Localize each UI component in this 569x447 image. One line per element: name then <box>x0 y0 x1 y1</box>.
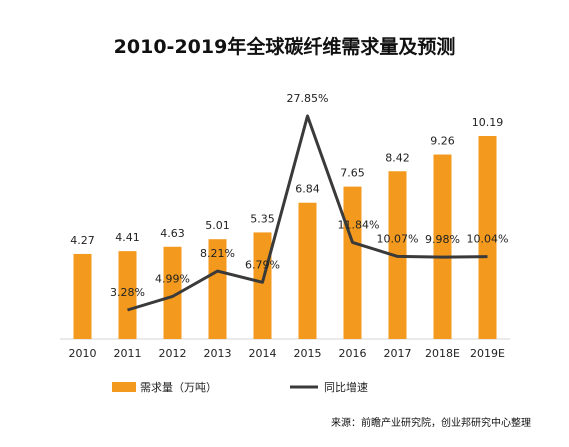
line-labels-layer: 3.28% 4.99% 8.21% 6.79% 27.85% 11.84%10.07% 9.… <box>110 92 508 299</box>
growth-value-label: 3.28% <box>110 286 145 299</box>
bar-2018E <box>433 154 452 339</box>
bar-2012 <box>163 246 182 339</box>
legend-label-line: 同比增速 <box>324 380 368 394</box>
growth-value-label: 4.99% <box>155 272 190 285</box>
growth-value-label: 6.79% <box>245 258 280 271</box>
legend-label-bar: 需求量（万吨） <box>140 381 217 394</box>
bar-value-label: 7.65 <box>340 167 365 180</box>
chart-title: 2010-2019年全球碳纤维需求量及预测 <box>113 36 456 58</box>
bar-value-label: 4.41 <box>115 231 140 244</box>
x-tick-label: 2016 <box>339 347 367 360</box>
x-tick-label: 2017 <box>384 347 412 360</box>
bar-2011 <box>118 251 137 339</box>
bar-value-label: 5.01 <box>205 219 230 232</box>
bar-2015 <box>298 202 317 339</box>
growth-value-label: 9.98% <box>425 233 460 246</box>
bar-value-label: 10.19 <box>472 116 504 129</box>
legend: 需求量（万吨） 同比增速 <box>112 380 368 394</box>
growth-value-label: 27.85% <box>287 92 329 105</box>
bar-value-label: 5.35 <box>250 212 275 225</box>
bar-2016 <box>343 186 362 339</box>
bar-2019E <box>478 136 497 339</box>
bar-value-label: 6.84 <box>295 183 320 196</box>
x-tick-labels: 2010 2011 2012 2013 2014 2015 2016 2017 2018E 201… <box>69 347 506 360</box>
bar-value-label: 8.42 <box>385 151 410 164</box>
legend-swatch-bar <box>112 382 136 392</box>
x-tick-label: 2013 <box>204 347 232 360</box>
line-layer <box>127 114 488 312</box>
growth-value-label: 11.84% <box>338 218 380 231</box>
x-tick-label: 2014 <box>249 347 277 360</box>
source-note: 来源：前瞻产业研究院，创业邦研究中心整理 <box>331 418 531 429</box>
bar-2010 <box>73 253 92 339</box>
x-tick-label: 2012 <box>159 347 187 360</box>
growth-line <box>127 114 488 312</box>
growth-value-label: 10.07% <box>377 232 419 245</box>
x-tick-label: 2019E <box>470 347 505 360</box>
bar-2013 <box>208 239 227 339</box>
x-tick-label: 2011 <box>114 347 142 360</box>
bar-value-label: 4.63 <box>160 227 185 240</box>
bar-value-label: 4.27 <box>70 234 95 247</box>
x-tick-label: 2018E <box>425 347 460 360</box>
growth-value-label: 8.21% <box>200 247 235 260</box>
bars-layer <box>73 136 497 339</box>
x-tick-label: 2015 <box>294 347 322 360</box>
x-tick-label: 2010 <box>69 347 97 360</box>
bar-2014 <box>253 232 272 339</box>
growth-value-label: 10.04% <box>467 233 509 246</box>
bar-value-label: 9.26 <box>430 135 455 148</box>
bar-labels-layer: 4.27 4.41 4.63 5.01 5.35 6.84 7.65 8.42 9.26 10.1… <box>70 116 503 247</box>
